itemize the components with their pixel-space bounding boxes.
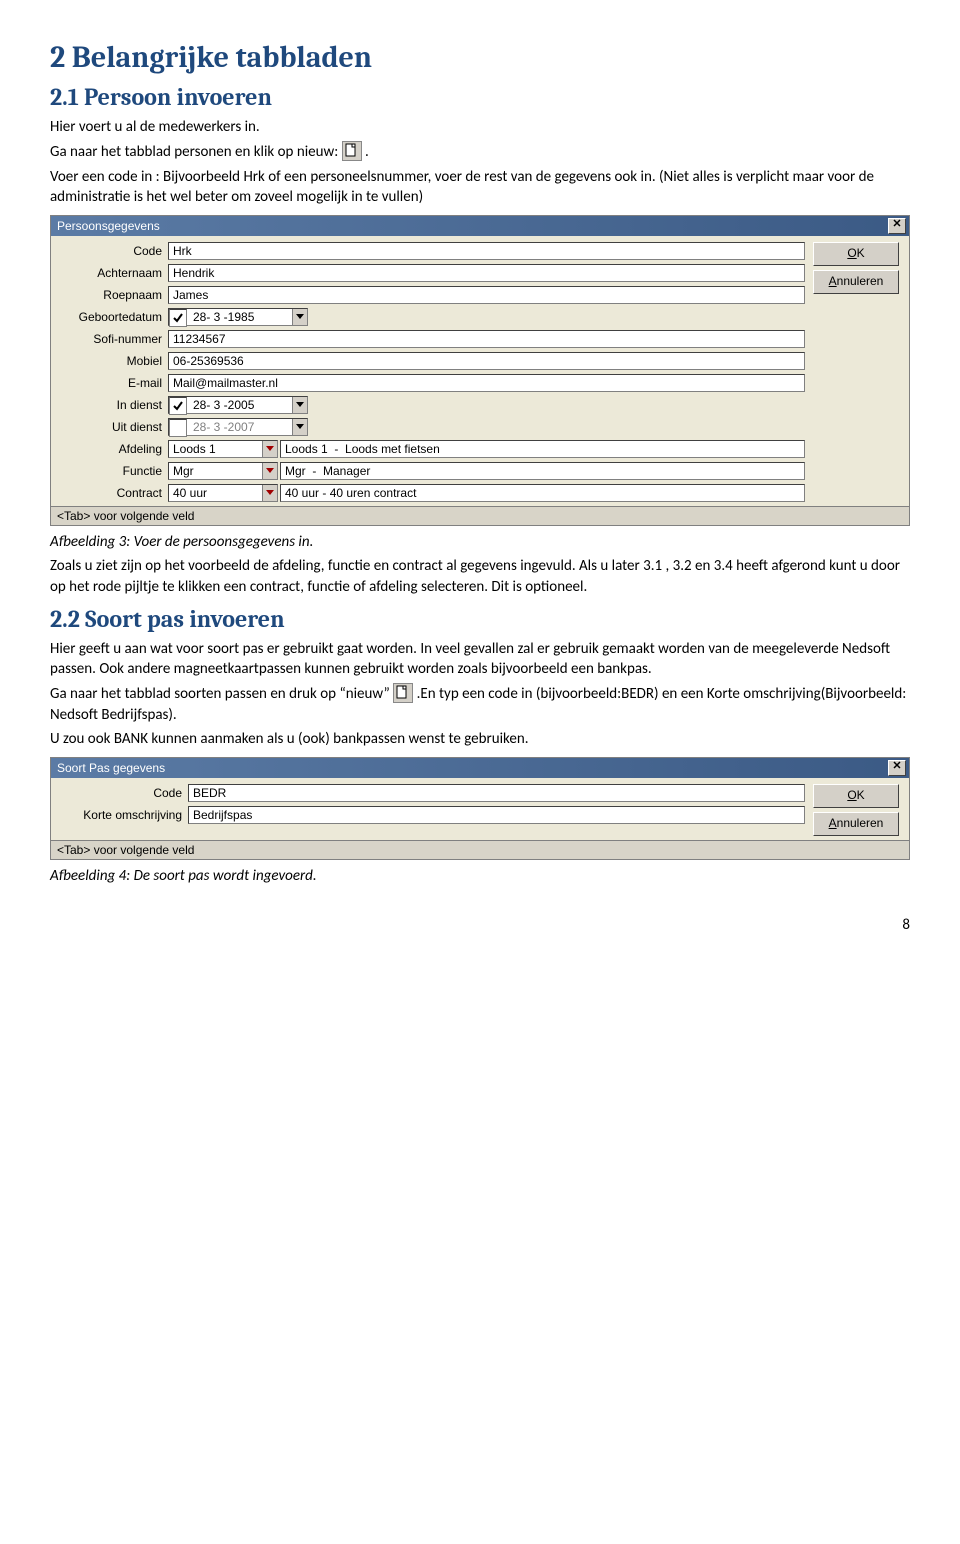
input-achternaam[interactable] xyxy=(168,264,805,282)
checkbox-uitd[interactable] xyxy=(169,419,187,437)
chevron-down-icon[interactable] xyxy=(292,397,307,413)
input-code[interactable] xyxy=(168,242,805,260)
caption-afb4: Afbeelding 4: De soort pas wordt ingevoe… xyxy=(50,866,910,886)
p-21-3: Voer een code in : Bijvoorbeeld Hrk of e… xyxy=(50,167,910,208)
label-indienst: In dienst xyxy=(57,398,168,412)
chevron-down-icon[interactable] xyxy=(262,463,277,479)
input-email[interactable] xyxy=(168,374,805,392)
input-mobiel[interactable] xyxy=(168,352,805,370)
statusbar: <Tab> voor volgende veld xyxy=(51,506,909,525)
titlebar: Soort Pas gegevens ✕ xyxy=(51,758,909,778)
checkbox-ind[interactable] xyxy=(169,397,187,415)
p-21-2: Ga naar het tabblad personen en klik op … xyxy=(50,141,910,162)
combo-contract[interactable]: 40 uur xyxy=(168,484,278,502)
chevron-down-icon[interactable] xyxy=(262,485,277,501)
label-achternaam: Achternaam xyxy=(57,266,168,280)
label-geb: Geboortedatum xyxy=(57,310,168,324)
caption-afb3: Afbeelding 3: Voer de persoonsgegevens i… xyxy=(50,532,910,552)
p-22-3: U zou ook BANK kunnen aanmaken als u (oo… xyxy=(50,729,910,749)
h2-21: 2.1 Persoon invoeren xyxy=(50,83,910,111)
checkbox-geb[interactable] xyxy=(169,309,187,327)
val-ind: 28- 3 -2005 xyxy=(189,397,292,413)
label-sofi: Sofi-nummer xyxy=(57,332,168,346)
dialog-persoonsgegevens: Persoonsgegevens ✕ Code Achternaam Roepn… xyxy=(50,215,910,526)
annuleren-button[interactable]: Annuleren xyxy=(813,812,899,836)
close-icon[interactable]: ✕ xyxy=(888,760,906,776)
chevron-down-icon[interactable] xyxy=(262,441,277,457)
date-geboortedatum[interactable]: 28- 3 -1985 xyxy=(168,308,308,326)
dialog-title: Persoonsgegevens xyxy=(57,219,160,233)
input-afdeling-desc[interactable] xyxy=(280,440,805,458)
label-contract: Contract xyxy=(57,486,168,500)
input-code2[interactable] xyxy=(188,784,805,802)
date-uitdienst[interactable]: 28- 3 -2007 xyxy=(168,418,308,436)
val-afd: Loods 1 xyxy=(169,441,262,457)
input-roepnaam[interactable] xyxy=(168,286,805,304)
label-code: Code xyxy=(57,244,168,258)
date-indienst[interactable]: 28- 3 -2005 xyxy=(168,396,308,414)
p-22-2: Ga naar het tabblad soorten passen en dr… xyxy=(50,683,910,725)
val-func: Mgr xyxy=(169,463,262,479)
input-functie-desc[interactable] xyxy=(280,462,805,480)
label-uitdienst: Uit dienst xyxy=(57,420,168,434)
ok-button[interactable]: OK xyxy=(813,784,899,808)
label-omschr: Korte omschrijving xyxy=(57,808,188,822)
p-22-1: Hier geeft u aan wat voor soort pas er g… xyxy=(50,639,910,680)
page-number: 8 xyxy=(50,916,910,934)
new-document-icon xyxy=(342,141,362,161)
label-mobiel: Mobiel xyxy=(57,354,168,368)
p-21-1: Hier voert u al de medewerkers in. xyxy=(50,117,910,137)
val-geb: 28- 3 -1985 xyxy=(189,309,292,325)
val-contract: 40 uur xyxy=(169,485,262,501)
chevron-down-icon[interactable] xyxy=(292,419,307,435)
ok-button[interactable]: OK xyxy=(813,242,899,266)
statusbar: <Tab> voor volgende veld xyxy=(51,840,909,859)
annuleren-button[interactable]: Annuleren xyxy=(813,270,899,294)
para-mid: Zoals u ziet zijn op het voorbeeld de af… xyxy=(50,556,910,597)
input-omschr[interactable] xyxy=(188,806,805,824)
dialog-soortpas: Soort Pas gegevens ✕ Code Korte omschrij… xyxy=(50,757,910,860)
combo-afdeling[interactable]: Loods 1 xyxy=(168,440,278,458)
input-contract-desc[interactable] xyxy=(280,484,805,502)
chevron-down-icon[interactable] xyxy=(292,309,307,325)
label-afdeling: Afdeling xyxy=(57,442,168,456)
p-21-2b: . xyxy=(365,143,369,161)
h2-22: 2.2 Soort pas invoeren xyxy=(50,605,910,633)
input-sofi[interactable] xyxy=(168,330,805,348)
new-document-icon xyxy=(393,683,413,703)
combo-functie[interactable]: Mgr xyxy=(168,462,278,480)
label-roepnaam: Roepnaam xyxy=(57,288,168,302)
h1-title: 2 Belangrijke tabbladen xyxy=(50,40,910,75)
close-icon[interactable]: ✕ xyxy=(888,218,906,234)
label-functie: Functie xyxy=(57,464,168,478)
label-email: E-mail xyxy=(57,376,168,390)
p-22-2a: Ga naar het tabblad soorten passen en dr… xyxy=(50,685,393,703)
p-21-2a: Ga naar het tabblad personen en klik op … xyxy=(50,143,342,161)
label-code2: Code xyxy=(57,786,188,800)
dialog-title: Soort Pas gegevens xyxy=(57,761,165,775)
val-uitd: 28- 3 -2007 xyxy=(189,419,292,435)
titlebar: Persoonsgegevens ✕ xyxy=(51,216,909,236)
